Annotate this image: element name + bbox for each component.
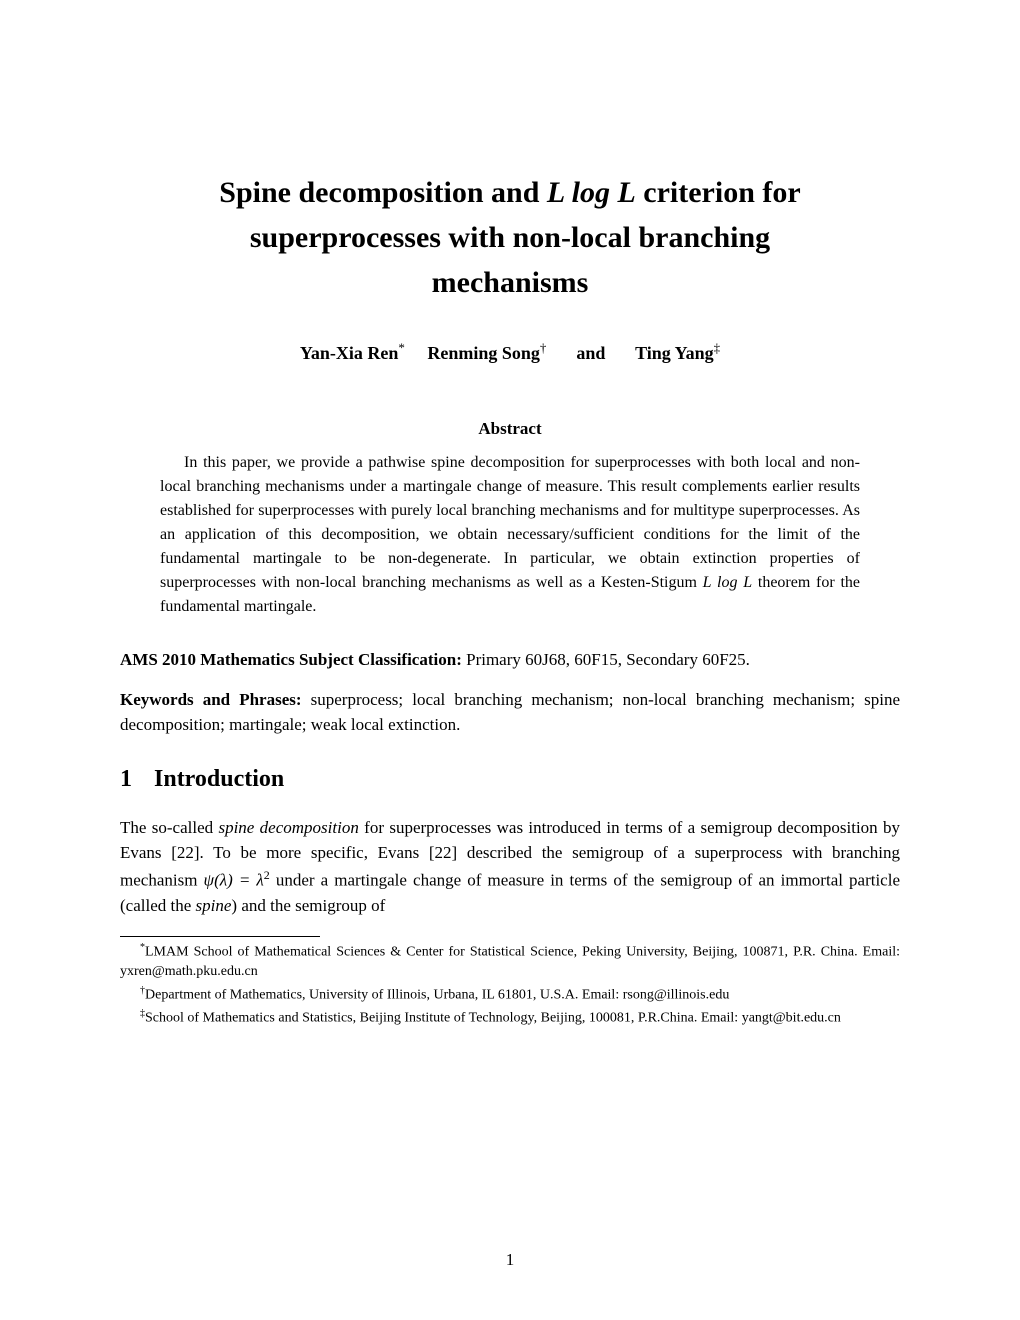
- abstract-heading: Abstract: [120, 419, 900, 439]
- intro-pre: The so-called: [120, 818, 218, 837]
- author-3: Ting Yang: [635, 343, 714, 363]
- footnote-2: †Department of Mathematics, University o…: [120, 984, 900, 1005]
- section-1-number: 1: [120, 766, 132, 793]
- abstract-body: In this paper, we provide a pathwise spi…: [160, 451, 860, 619]
- paper-title: Spine decomposition and L log L criterio…: [120, 170, 900, 305]
- authors: Yan-Xia Ren* Renming Song† and Ting Yang…: [120, 340, 900, 364]
- title-line2: superprocesses with non-local branching: [250, 221, 770, 254]
- footnote-1-text: LMAM School of Mathematical Sciences & C…: [120, 945, 900, 980]
- intro-math1: ψ(λ) = λ: [204, 870, 264, 889]
- abstract-math: L log L: [703, 574, 752, 591]
- intro-post: ) and the semigroup of: [231, 896, 385, 915]
- footnote-3-text: School of Mathematics and Statistics, Be…: [145, 1011, 841, 1026]
- footnote-1: *LMAM School of Mathematical Sciences & …: [120, 941, 900, 982]
- ams-text: Primary 60J68, 60F15, Secondary 60F25.: [462, 650, 750, 669]
- author-3-sup: ‡: [714, 340, 721, 355]
- author-1: Yan-Xia Ren: [300, 343, 399, 363]
- ams-label: AMS 2010 Mathematics Subject Classificat…: [120, 650, 462, 669]
- title-math: L log L: [547, 176, 636, 209]
- author-2: Renming Song: [427, 343, 540, 363]
- author-1-sup: *: [398, 340, 405, 355]
- footnotes: *LMAM School of Mathematical Sciences & …: [120, 941, 900, 1028]
- title-line3: mechanisms: [432, 266, 589, 299]
- abstract-text-pre: In this paper, we provide a pathwise spi…: [160, 454, 860, 591]
- page-number: 1: [0, 1250, 1020, 1270]
- title-line1-pre: Spine decomposition and: [219, 176, 547, 209]
- intro-italic1: spine decomposition: [218, 818, 358, 837]
- section-1-heading: 1 Introduction: [120, 766, 900, 793]
- intro-paragraph: The so-called spine decomposition for su…: [120, 815, 900, 919]
- footnote-2-text: Department of Mathematics, University of…: [145, 988, 729, 1003]
- keywords-label: Keywords and Phrases:: [120, 690, 302, 709]
- keywords: Keywords and Phrases: superprocess; loca…: [120, 687, 900, 738]
- intro-italic2: spine: [196, 896, 232, 915]
- section-1-title: Introduction: [154, 766, 284, 792]
- authors-and: and: [576, 343, 605, 363]
- footnote-3: ‡School of Mathematics and Statistics, B…: [120, 1007, 900, 1028]
- ams-classification: AMS 2010 Mathematics Subject Classificat…: [120, 647, 900, 673]
- author-2-sup: †: [540, 340, 547, 355]
- title-line1-post: criterion for: [636, 176, 801, 209]
- footnote-rule: [120, 936, 320, 937]
